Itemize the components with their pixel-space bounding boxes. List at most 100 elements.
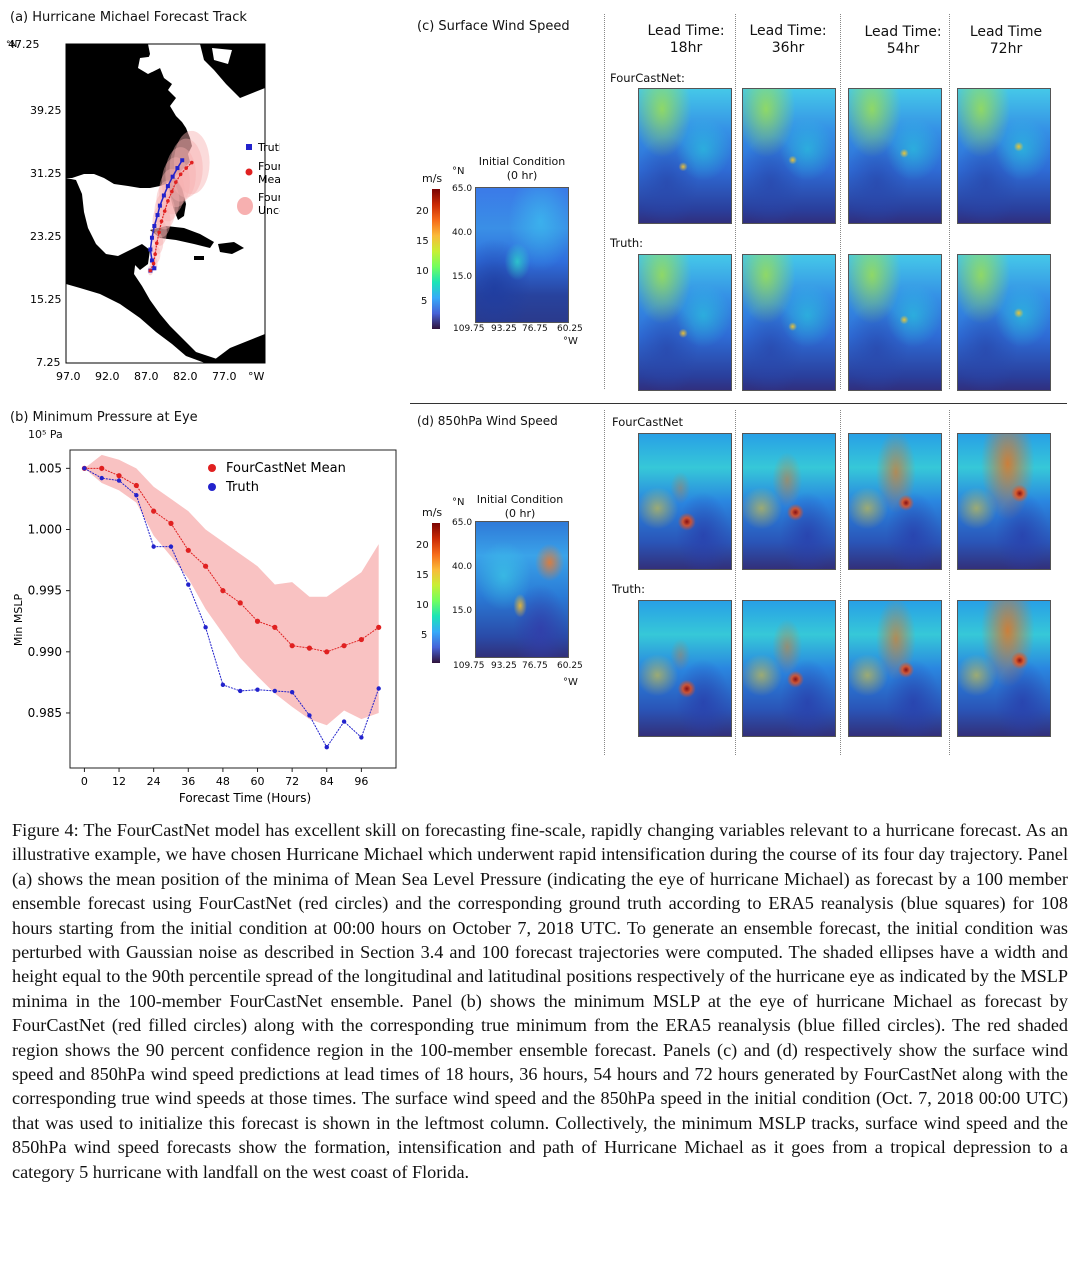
truth-mslp-line — [84, 467, 380, 749]
column-separator — [840, 410, 841, 755]
panel-c-ic-title: Initial Condition (0 hr) — [476, 155, 568, 183]
truth-point — [161, 193, 166, 198]
mean-point — [184, 166, 188, 170]
panel-c-colorbar — [432, 189, 440, 329]
lead-time-label: Lead Time: — [749, 23, 827, 39]
column-separator — [840, 14, 841, 389]
y-tick-label: 0.990 — [28, 645, 62, 659]
mexico-land — [66, 178, 228, 363]
north-america-land — [66, 44, 192, 188]
florida-land — [168, 178, 186, 220]
panel-d-truth-map — [848, 600, 942, 737]
mean-point — [162, 209, 167, 213]
legend-truth-label: Truth — [257, 141, 280, 154]
panel-b-axes-frame — [69, 449, 397, 769]
panel-d-initial-condition-map — [475, 521, 569, 658]
mean-mslp-line — [84, 467, 379, 653]
cbar-tick-5: 5 — [421, 630, 428, 641]
y-tick-label: 0.995 — [28, 584, 62, 598]
x-tick-4: 77.0 — [212, 370, 237, 383]
panel-d-lat-unit: °N — [452, 497, 465, 508]
cbar-tick-5: 5 — [421, 296, 428, 307]
legend-b-truth-label: Truth — [225, 480, 259, 495]
panel-b-ylabel: Min MSLP — [12, 594, 25, 647]
mean-point — [166, 199, 170, 203]
south-america-land — [210, 334, 265, 363]
panel-d-unit: m/s — [422, 506, 443, 519]
cbar-tick-10: 10 — [416, 600, 429, 611]
x-tick-label: 96 — [354, 775, 368, 788]
panel-d-forecast-map — [638, 433, 732, 570]
truth-mslp-point — [376, 686, 381, 691]
x-tick-label: 0 — [81, 775, 88, 788]
panel-a-y-ticks: 47.25 39.25 31.25 23.25 15.25 7.25 — [8, 38, 62, 369]
lead-time-hours: 72hr — [989, 41, 1023, 57]
panel-a-lat-unit: °N — [6, 40, 17, 50]
mean-point — [174, 180, 178, 184]
lead-time-header-18: Lead Time: 18hr — [643, 23, 729, 57]
legend-b-mean-label: FourCastNet Mean — [226, 461, 346, 476]
yucatan-land — [130, 244, 150, 270]
truth-mslp-point — [116, 478, 122, 483]
panel-divider — [410, 403, 1067, 404]
panel-b-xlabel: Forecast Time (Hours) — [179, 791, 311, 805]
lead-time-hours: 18hr — [669, 40, 703, 56]
y-tick-label: 0.985 — [28, 706, 62, 720]
truth-point — [152, 266, 157, 271]
map-x-tick: 109.75 — [453, 661, 485, 671]
map-y-tick: 40.0 — [452, 562, 473, 572]
truth-mslp-point — [186, 582, 191, 587]
ic-title-line1: Initial Condition — [476, 493, 564, 506]
legend-mean-line2: Mean — [258, 173, 280, 186]
panel-b-title: (b) Minimum Pressure at Eye — [10, 410, 198, 425]
panel-c-truth-label: Truth: — [610, 236, 644, 250]
lead-time-hours: 36hr — [771, 40, 805, 56]
panel-d-forecast-map — [742, 433, 836, 570]
panel-c-truth-map — [742, 254, 836, 391]
panel-d-truth-map — [957, 600, 1051, 737]
truth-point — [180, 158, 185, 163]
truth-point — [149, 235, 154, 240]
x-tick-label: 12 — [112, 775, 126, 788]
track-markers — [148, 158, 194, 273]
mean-mslp-point — [99, 465, 105, 471]
mean-mslp-point — [254, 618, 261, 624]
legend-truth-marker — [246, 144, 252, 150]
panel-d-forecast-map — [848, 433, 942, 570]
mean-mslp-point — [272, 624, 278, 630]
y-tick-label: 1.000 — [28, 523, 62, 537]
legend-mean-line1: FourCastNet — [258, 160, 280, 173]
mean-mslp-point — [116, 473, 122, 479]
mean-point — [148, 268, 153, 273]
map-x-tick: 60.25 — [557, 661, 583, 671]
cbar-tick-20: 20 — [416, 206, 429, 217]
mean-point — [153, 252, 157, 256]
map-x-tick: 93.25 — [491, 661, 517, 671]
panel-c-forecast-map — [957, 88, 1051, 224]
panel-c-lat-unit: °N — [452, 166, 465, 177]
ic-title-line2: (0 hr) — [504, 507, 536, 520]
panel-d-colorbar — [432, 523, 440, 663]
y-tick-4: 15.25 — [30, 293, 62, 306]
mean-mslp-point — [358, 636, 364, 643]
x-tick-label: 24 — [147, 775, 161, 788]
mean-mslp-point — [341, 643, 347, 649]
mean-point — [157, 230, 161, 235]
truth-mslp-point — [307, 713, 312, 718]
panel-c-truth-map — [848, 254, 942, 391]
x-tick-0: 97.0 — [56, 370, 81, 383]
hispaniola-land — [218, 242, 244, 254]
mean-mslp-point — [133, 482, 139, 489]
great-lakes — [138, 56, 160, 74]
panel-b-x-ticks: 0 12 24 36 48 60 72 84 96 — [81, 768, 368, 788]
panel-d-ic-title: Initial Condition (0 hr) — [474, 493, 566, 521]
panel-c-truth-map — [957, 254, 1051, 391]
truth-point — [149, 258, 154, 263]
map-x-tick: 76.75 — [522, 324, 548, 334]
panel-a-legend: Truth FourCastNet Mean FourCastNet Uncer… — [237, 141, 280, 217]
ic-title-line1: Initial Condition — [478, 155, 566, 168]
map-y-tick: 65.0 — [452, 518, 473, 528]
x-tick-2: 87.0 — [134, 370, 159, 383]
mean-mslp-point — [168, 520, 174, 526]
truth-point — [157, 203, 162, 208]
